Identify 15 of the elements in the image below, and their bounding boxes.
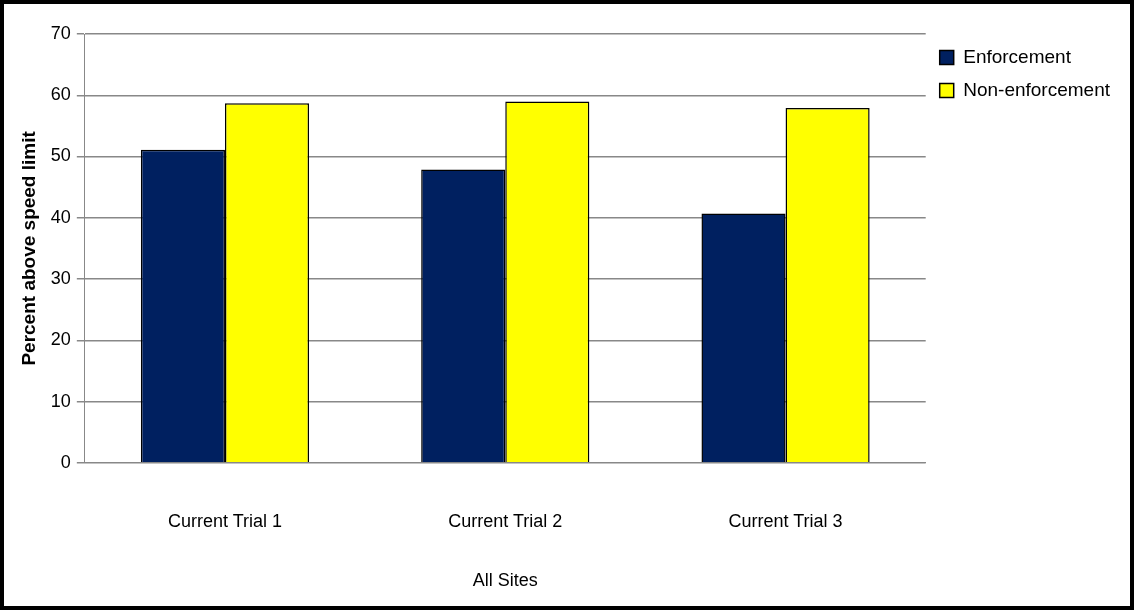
y-tick-label: 10	[50, 390, 71, 411]
y-axis-title: Percent above speed limit	[17, 130, 39, 366]
x-tick-label: Current Trial 3	[728, 510, 843, 531]
legend-label: Enforcement	[963, 45, 1072, 67]
x-tick-label: Current Trial 2	[448, 510, 563, 531]
y-tick-label: 0	[60, 451, 71, 472]
y-tick-label: 70	[50, 22, 71, 43]
legend-label: Non-enforcement	[963, 78, 1111, 100]
y-tick-label: 20	[50, 329, 71, 350]
x-tick-label: Current Trial 1	[167, 510, 282, 531]
y-tick-label: 50	[50, 145, 71, 166]
x-axis-title: All Sites	[472, 570, 538, 591]
y-tick-label: 40	[50, 206, 71, 227]
y-tick-label: 30	[50, 268, 71, 288]
y-tick-label: 60	[50, 84, 71, 105]
